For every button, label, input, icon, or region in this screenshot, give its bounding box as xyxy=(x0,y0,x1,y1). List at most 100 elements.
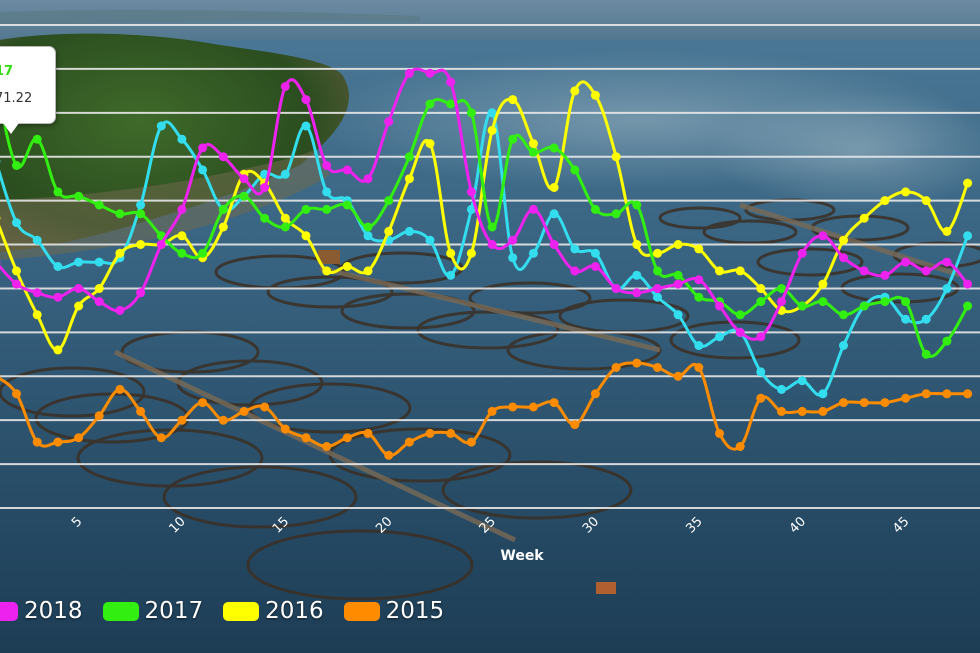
data-point-2015[interactable] xyxy=(12,389,21,399)
data-point-2016[interactable] xyxy=(963,178,973,188)
data-point-2016[interactable] xyxy=(528,139,538,149)
data-point-2015[interactable] xyxy=(74,433,84,443)
data-point-2017[interactable] xyxy=(446,99,456,109)
data-point-2015[interactable] xyxy=(942,389,952,399)
data-point-unlabeled[interactable] xyxy=(653,292,662,302)
data-point-2016[interactable] xyxy=(487,125,497,135)
data-point-2017[interactable] xyxy=(901,297,911,307)
data-point-unlabeled[interactable] xyxy=(570,244,580,254)
data-point-2017[interactable] xyxy=(818,297,828,307)
data-point-2016[interactable] xyxy=(94,284,104,293)
data-point-unlabeled[interactable] xyxy=(466,204,476,214)
data-point-2015[interactable] xyxy=(32,437,42,447)
data-point-2015[interactable] xyxy=(611,363,621,372)
data-point-2018[interactable] xyxy=(115,305,125,315)
data-point-2017[interactable] xyxy=(735,310,745,320)
data-point-2017[interactable] xyxy=(797,301,807,311)
data-point-2016[interactable] xyxy=(446,248,456,258)
data-point-unlabeled[interactable] xyxy=(177,134,187,144)
data-point-2017[interactable] xyxy=(74,191,84,201)
data-point-2016[interactable] xyxy=(404,174,414,184)
data-point-unlabeled[interactable] xyxy=(590,248,600,258)
data-point-2017[interactable] xyxy=(611,209,621,219)
data-point-2016[interactable] xyxy=(756,284,766,293)
data-point-2018[interactable] xyxy=(839,253,848,263)
data-point-2018[interactable] xyxy=(901,257,911,267)
data-point-2017[interactable] xyxy=(301,204,311,214)
data-point-2016[interactable] xyxy=(466,248,476,258)
data-point-unlabeled[interactable] xyxy=(715,332,724,342)
data-point-unlabeled[interactable] xyxy=(673,310,683,320)
data-point-2015[interactable] xyxy=(301,433,311,443)
data-point-2016[interactable] xyxy=(818,279,828,289)
data-point-unlabeled[interactable] xyxy=(528,248,538,258)
data-point-2018[interactable] xyxy=(570,266,580,276)
data-point-2017[interactable] xyxy=(12,161,21,170)
data-point-2015[interactable] xyxy=(156,433,166,443)
data-point-2015[interactable] xyxy=(901,393,911,403)
data-point-2017[interactable] xyxy=(570,165,580,175)
data-point-2015[interactable] xyxy=(797,406,807,416)
data-point-2018[interactable] xyxy=(508,235,518,245)
data-point-2015[interactable] xyxy=(218,415,228,425)
data-point-2018[interactable] xyxy=(549,240,559,249)
data-point-2016[interactable] xyxy=(115,248,125,258)
data-point-2017[interactable] xyxy=(777,284,786,293)
data-point-2015[interactable] xyxy=(53,437,63,447)
data-point-2017[interactable] xyxy=(136,209,146,219)
data-point-2015[interactable] xyxy=(136,406,146,416)
data-point-2017[interactable] xyxy=(384,196,394,206)
data-point-unlabeled[interactable] xyxy=(777,384,786,394)
legend-item-2015[interactable]: 2015 xyxy=(343,598,444,624)
data-point-2016[interactable] xyxy=(735,266,745,276)
data-point-2017[interactable] xyxy=(880,297,890,307)
data-point-2018[interactable] xyxy=(673,279,683,289)
data-point-2015[interactable] xyxy=(880,398,890,408)
data-point-2018[interactable] xyxy=(818,231,828,241)
data-point-unlabeled[interactable] xyxy=(797,376,807,386)
data-point-unlabeled[interactable] xyxy=(404,226,414,236)
data-point-2017[interactable] xyxy=(280,222,290,232)
data-point-2015[interactable] xyxy=(322,442,332,451)
data-point-2017[interactable] xyxy=(115,209,125,219)
data-point-2016[interactable] xyxy=(32,310,42,320)
data-point-2015[interactable] xyxy=(528,402,538,412)
data-point-2016[interactable] xyxy=(921,196,931,206)
data-point-2018[interactable] xyxy=(260,183,270,192)
data-point-2018[interactable] xyxy=(363,174,373,184)
data-point-2018[interactable] xyxy=(342,165,352,175)
data-point-2016[interactable] xyxy=(611,152,621,162)
data-point-2018[interactable] xyxy=(880,270,890,280)
data-point-2015[interactable] xyxy=(632,358,642,368)
data-point-unlabeled[interactable] xyxy=(74,257,84,267)
data-point-2016[interactable] xyxy=(322,266,332,276)
data-point-2015[interactable] xyxy=(508,402,518,412)
data-point-unlabeled[interactable] xyxy=(136,200,146,210)
data-point-2018[interactable] xyxy=(756,332,766,342)
data-point-2015[interactable] xyxy=(94,411,104,421)
data-point-unlabeled[interactable] xyxy=(818,389,828,399)
data-point-2017[interactable] xyxy=(528,147,538,157)
data-point-unlabeled[interactable] xyxy=(487,108,497,118)
data-point-2017[interactable] xyxy=(425,99,435,109)
data-point-2015[interactable] xyxy=(115,384,125,394)
data-point-2016[interactable] xyxy=(177,231,187,241)
data-point-2016[interactable] xyxy=(342,262,352,271)
data-point-2016[interactable] xyxy=(384,226,394,236)
data-point-2018[interactable] xyxy=(921,266,931,276)
data-point-2015[interactable] xyxy=(570,420,580,430)
data-point-unlabeled[interactable] xyxy=(508,253,518,263)
data-point-unlabeled[interactable] xyxy=(322,187,332,197)
data-point-2016[interactable] xyxy=(839,235,848,245)
data-point-2015[interactable] xyxy=(839,398,848,408)
data-point-2015[interactable] xyxy=(694,363,704,372)
data-point-2015[interactable] xyxy=(466,437,476,447)
data-point-2015[interactable] xyxy=(198,398,208,408)
data-point-2018[interactable] xyxy=(384,117,394,127)
data-point-2018[interactable] xyxy=(177,204,187,214)
data-point-2017[interactable] xyxy=(694,292,704,302)
data-point-2018[interactable] xyxy=(777,297,786,307)
data-point-2016[interactable] xyxy=(12,266,21,276)
data-point-2018[interactable] xyxy=(322,161,332,170)
data-point-2017[interactable] xyxy=(342,200,352,210)
